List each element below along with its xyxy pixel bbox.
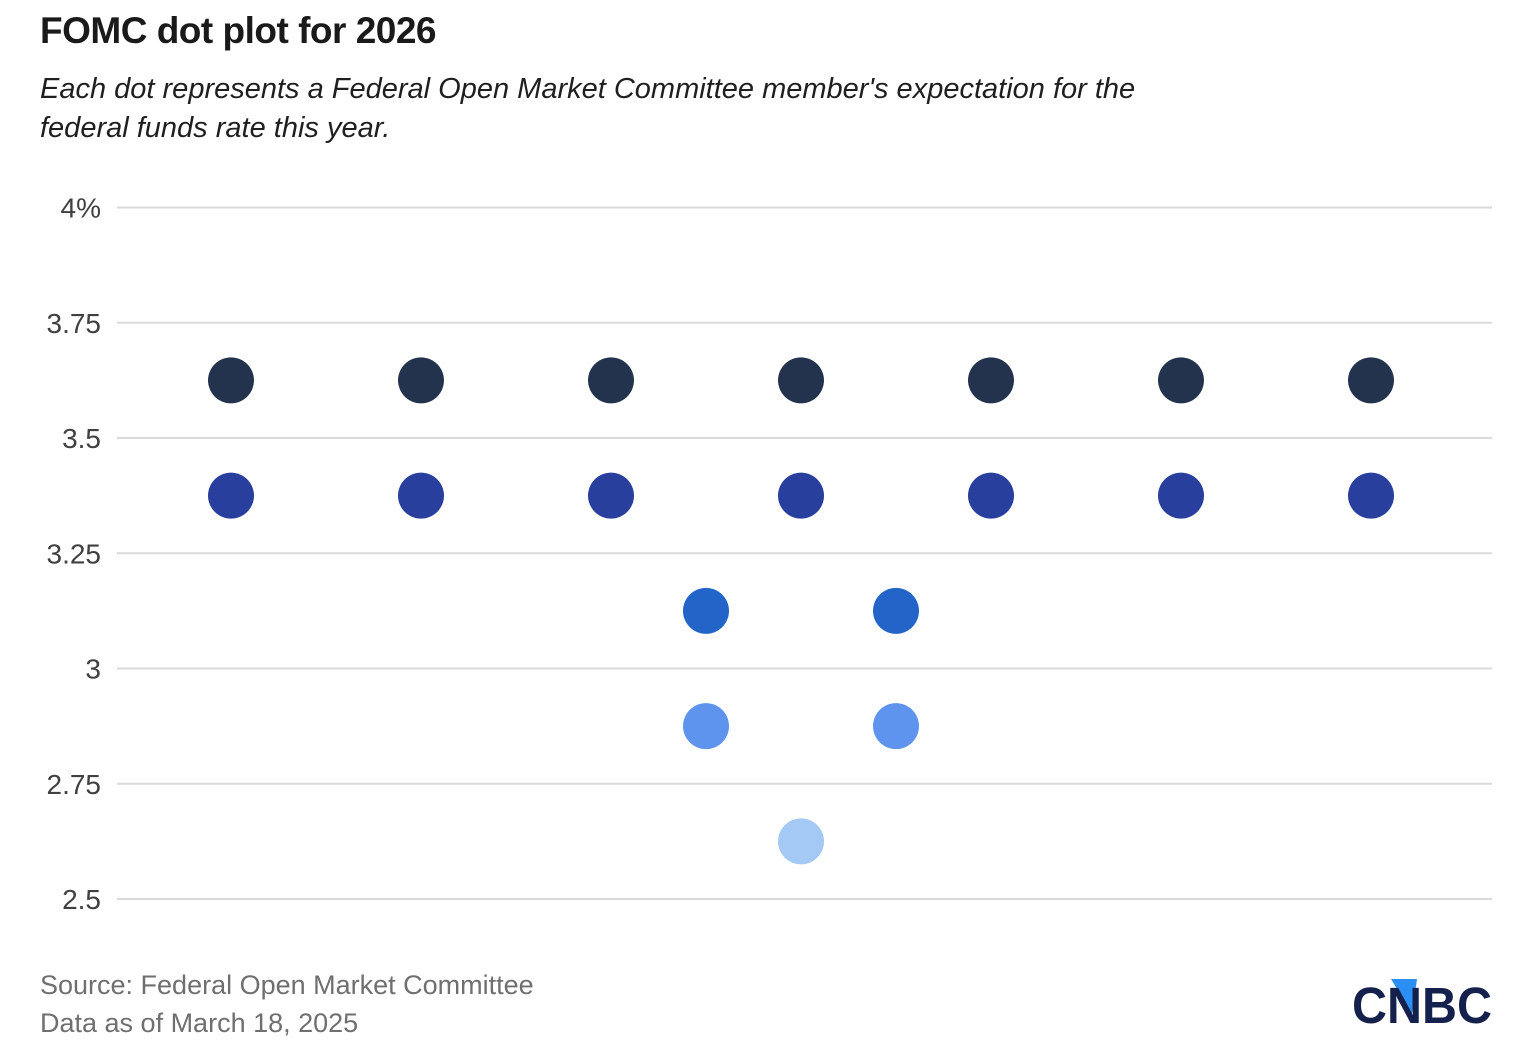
fomc-member-dot <box>778 818 824 865</box>
cnbc-logo-graphic: CNBC <box>1352 977 1492 1034</box>
fomc-member-dot <box>1348 357 1394 404</box>
y-axis-tick-label: 3.25 <box>47 538 102 569</box>
source-line: Source: Federal Open Market Committee <box>40 970 534 1000</box>
fomc-member-dot <box>778 472 824 519</box>
fomc-member-dot <box>683 587 729 634</box>
y-axis-tick-label: 2.75 <box>47 769 102 800</box>
fomc-member-dot <box>778 357 824 404</box>
subtitle-line-2: federal funds rate this year. <box>40 112 391 144</box>
page-title: FOMC dot plot for 2026 <box>40 10 437 51</box>
fomc-member-dot <box>1348 472 1394 519</box>
fomc-member-dot <box>398 472 444 519</box>
cnbc-peacock-triangle-icon <box>1391 979 1417 1014</box>
y-axis-tick-label: 3.75 <box>47 308 102 339</box>
fomc-member-dot <box>588 357 634 404</box>
y-axis-tick-label: 4% <box>61 193 101 224</box>
fomc-member-dot <box>1158 472 1204 519</box>
fomc-member-dot <box>1158 357 1204 404</box>
fomc-member-dot <box>968 472 1014 519</box>
fomc-member-dot <box>208 472 254 519</box>
chart-subtitle: Each dot represents a Federal Open Marke… <box>40 70 1135 148</box>
fomc-member-dot <box>873 703 919 750</box>
cnbc-logo-text: CNBC <box>1352 977 1492 1028</box>
fomc-member-dot <box>588 472 634 519</box>
fomc-member-dot <box>208 357 254 404</box>
fomc-member-dot <box>683 703 729 750</box>
fomc-member-dot <box>968 357 1014 404</box>
y-axis-tick-label: 3 <box>85 654 101 685</box>
source-block: Source: Federal Open Market Committee Da… <box>40 966 534 1042</box>
fomc-member-dot <box>398 357 444 404</box>
y-axis-tick-label: 2.5 <box>62 884 101 915</box>
fomc-member-dot <box>873 587 919 634</box>
subtitle-line-1: Each dot represents a Federal Open Marke… <box>40 73 1136 105</box>
cnbc-logo: CNBC <box>1352 974 1492 1034</box>
data-as-of-line: Data as of March 18, 2025 <box>40 1008 359 1038</box>
y-axis-tick-label: 3.5 <box>62 423 101 454</box>
